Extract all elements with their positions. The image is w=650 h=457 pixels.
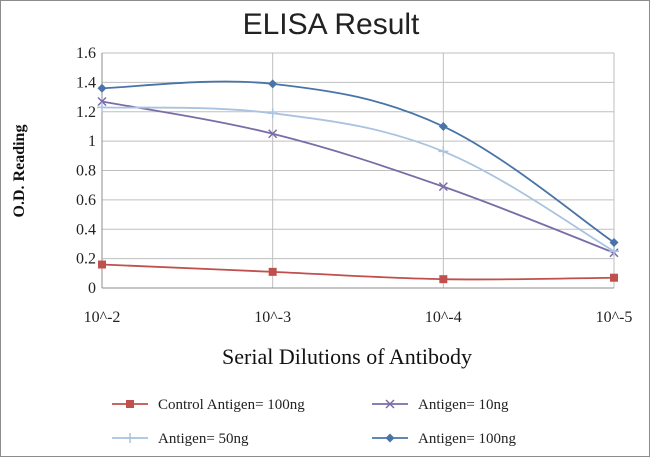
data-point [268, 129, 278, 139]
data-point [609, 237, 619, 247]
data-point [268, 267, 277, 276]
y-tick-label: 0.2 [76, 251, 96, 268]
y-tick-label: 0.8 [76, 163, 96, 180]
legend-item: Control Antigen= 100ng [112, 397, 305, 413]
x-tick-label: 10^-5 [596, 309, 633, 326]
data-point [439, 275, 448, 284]
y-tick-labels: 0 0.2 0.4 0.6 0.8 1 1.2 1.4 1.6 [76, 45, 96, 297]
legend-marker [385, 433, 395, 443]
legend-label: Antigen= 100ng [418, 431, 517, 447]
legend-item: Antigen= 100ng [372, 431, 517, 447]
y-tick-label: 1.6 [76, 45, 96, 62]
y-tick-label: 1 [88, 133, 96, 150]
x-tick-labels: 10^-2 10^-3 10^-4 10^-5 [84, 309, 633, 326]
y-tick-label: 0.4 [76, 221, 96, 238]
legend-label: Control Antigen= 100ng [158, 397, 305, 413]
series-4 [97, 79, 619, 247]
data-point [438, 146, 449, 157]
data-point [268, 79, 278, 89]
data-point [98, 260, 106, 269]
y-tick-label: 1.4 [76, 74, 96, 91]
series-1 [98, 260, 618, 284]
series-line [101, 263, 615, 281]
x-tick-label: 10^-2 [84, 309, 121, 326]
data-point [97, 102, 107, 113]
legend: Control Antigen= 100ng Antigen= 10ng Antig… [112, 397, 517, 447]
y-tick-label: 0 [88, 280, 96, 297]
x-tick-label: 10^-3 [254, 309, 291, 326]
data-point [267, 108, 278, 119]
y-tick-label: 1.2 [76, 104, 96, 121]
legend-item: Antigen= 50ng [112, 431, 249, 447]
series-lines [97, 79, 619, 284]
x-tick-label: 10^-4 [425, 309, 462, 326]
legend-marker [385, 399, 395, 409]
data-point [609, 246, 619, 257]
data-point [438, 121, 448, 131]
legend-item: Antigen= 10ng [372, 397, 509, 413]
data-point [610, 273, 618, 282]
legend-marker [126, 400, 134, 408]
series-line [101, 80, 615, 244]
x-axis-label: Serial Dilutions of Antibody [222, 344, 472, 369]
grid-lines [101, 52, 615, 289]
series-3 [97, 102, 619, 257]
y-tick-label: 0.6 [76, 192, 96, 209]
data-point [97, 83, 107, 93]
legend-label: Antigen= 10ng [418, 397, 509, 413]
legend-marker [125, 433, 135, 443]
series-line [101, 100, 615, 254]
y-axis-label: O.D. Reading [11, 125, 28, 218]
series-line [101, 106, 615, 253]
data-point [97, 96, 107, 106]
data-point [438, 182, 448, 192]
legend-label: Antigen= 50ng [158, 431, 249, 447]
series-2 [97, 96, 619, 258]
chart-title: ELISA Result [243, 8, 420, 41]
